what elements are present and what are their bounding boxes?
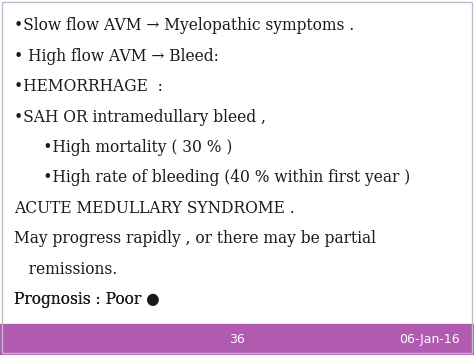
Text: remissions.: remissions. xyxy=(14,261,118,278)
Text: 36: 36 xyxy=(229,333,245,346)
Text: •HEMORRHAGE  :: •HEMORRHAGE : xyxy=(14,78,163,95)
Text: •Slow flow AVM → Myelopathic symptoms .: •Slow flow AVM → Myelopathic symptoms . xyxy=(14,17,355,34)
Text: •SAH OR intramedullary bleed ,: •SAH OR intramedullary bleed , xyxy=(14,109,266,126)
Text: ACUTE MEDULLARY SYNDROME .: ACUTE MEDULLARY SYNDROME . xyxy=(14,200,295,217)
Text: •High mortality ( 30 % ): •High mortality ( 30 % ) xyxy=(14,139,233,156)
Text: •High rate of bleeding (40 % within first year ): •High rate of bleeding (40 % within firs… xyxy=(14,169,410,186)
Text: • High flow AVM → Bleed:: • High flow AVM → Bleed: xyxy=(14,48,219,65)
Text: Prognosis : Poor: Prognosis : Poor xyxy=(14,291,146,308)
Text: 06-Jan-16: 06-Jan-16 xyxy=(399,333,460,346)
Bar xyxy=(0,324,474,355)
Text: Prognosis : Poor ●: Prognosis : Poor ● xyxy=(14,291,160,308)
Text: Prognosis : Poor ●: Prognosis : Poor ● xyxy=(14,291,193,308)
Text: May progress rapidly , or there may be partial: May progress rapidly , or there may be p… xyxy=(14,230,376,247)
